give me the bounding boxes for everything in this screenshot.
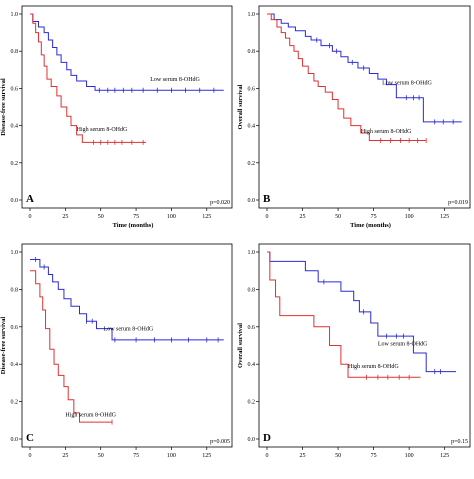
series-label-high: High serum 8-OHdG	[361, 129, 412, 135]
x-tick-label: 75	[371, 214, 377, 220]
plot-frame	[258, 243, 471, 448]
y-axis-title: Disease-free survival	[0, 317, 7, 375]
km-curve-high-serum	[267, 13, 427, 141]
y-tick-label: 0.8	[11, 49, 19, 55]
p-value: p=0.005	[210, 439, 230, 445]
x-tick-label: 0	[29, 453, 32, 459]
y-tick-label: 0.4	[248, 362, 256, 368]
x-tick-label: 25	[62, 214, 68, 220]
x-tick-label: 0	[266, 214, 269, 220]
km-curve-low-serum	[30, 13, 224, 91]
x-tick-label: 50	[335, 453, 341, 459]
km-panel-a: 0.0 0.2 0.4 0.6 0.8 1.0 0 25 50 75 100 125 Time (mon…	[0, 5, 233, 229]
x-tick-label: 125	[440, 214, 449, 220]
y-axis-title: Overall survival	[237, 84, 244, 129]
y-tick-label: 0.2	[11, 400, 19, 406]
x-tick-label: 0	[29, 214, 32, 220]
series-label-high: High serum 8-OHdG	[77, 127, 128, 133]
x-tick-label: 100	[167, 214, 176, 220]
y-tick-label: 1.0	[11, 250, 19, 256]
series-label-low: Low serum 8-OHdG	[378, 342, 428, 348]
y-tick-label: 0.8	[11, 287, 19, 293]
y-tick-label: 0.6	[248, 86, 256, 92]
panel-letter: A	[26, 193, 34, 205]
y-tick-label: 0.6	[11, 86, 19, 92]
panel-letter: D	[263, 432, 271, 444]
x-tick-label: 0	[266, 453, 269, 459]
plot-frame	[21, 5, 233, 209]
y-tick-label: 0.4	[248, 124, 256, 130]
panel-letter: C	[26, 432, 34, 444]
x-tick-label: 25	[62, 453, 68, 459]
x-tick-label: 100	[405, 214, 414, 220]
km-curve-low-serum	[30, 258, 224, 341]
p-value: p=0.019	[448, 200, 468, 206]
y-axis-title: Disease-free survival	[0, 78, 7, 136]
x-tick-label: 25	[300, 214, 306, 220]
y-axis-title: Overall survival	[237, 323, 244, 368]
series-label-low: Low serum 8-OHdG	[382, 81, 432, 87]
series-label-low: Low serum 8-OHdG	[104, 327, 154, 333]
x-tick-label: 75	[133, 214, 139, 220]
y-tick-label: 0.0	[248, 437, 256, 443]
y-tick-label: 1.0	[248, 250, 256, 256]
km-panel-c: 0.0 0.2 0.4 0.6 0.8 1.0 0 25 50 75 100 125 Disease-f…	[0, 243, 233, 459]
y-tick-label: 0.8	[248, 287, 256, 293]
plot-frame	[258, 5, 471, 209]
x-axis-title: Time (months)	[113, 222, 154, 229]
km-panel-b: 0.0 0.2 0.4 0.6 0.8 1.0 0 25 50 75 100 125 Time (mon…	[237, 5, 471, 229]
km-panel-d: 0.0 0.2 0.4 0.6 0.8 1.0 0 25 50 75 100 125 Overall s…	[237, 243, 471, 459]
x-tick-label: 75	[133, 453, 139, 459]
y-tick-label: 0.8	[248, 49, 256, 55]
series-label-high: High serum 8-OHdG	[348, 364, 399, 370]
km-curve-high-serum	[30, 270, 113, 423]
y-tick-label: 1.0	[248, 12, 256, 18]
x-tick-label: 100	[405, 453, 414, 459]
x-tick-label: 50	[98, 214, 104, 220]
y-tick-label: 0.6	[11, 325, 19, 331]
y-tick-label: 0.4	[11, 362, 19, 368]
x-tick-label: 125	[440, 453, 449, 459]
km-curve-low-serum	[267, 251, 457, 373]
km-curve-high-serum	[267, 251, 421, 378]
x-tick-label: 75	[371, 453, 377, 459]
p-value: p=0.020	[210, 200, 230, 206]
x-tick-label: 125	[202, 453, 211, 459]
y-tick-label: 0.0	[248, 198, 256, 204]
x-tick-label: 25	[300, 453, 306, 459]
p-value: p=0.15	[451, 439, 468, 445]
y-tick-label: 0.2	[11, 161, 19, 167]
y-tick-label: 0.2	[248, 400, 256, 406]
x-tick-label: 50	[98, 453, 104, 459]
x-axis-title: Time (months)	[350, 222, 391, 229]
km-curve-high-serum	[30, 13, 146, 143]
plot-frame	[21, 243, 233, 448]
series-label-low: Low serum 8-OHdG	[150, 77, 200, 83]
y-tick-label: 0.0	[11, 198, 19, 204]
km-curve-low-serum	[267, 13, 462, 123]
y-tick-label: 1.0	[11, 12, 19, 18]
y-tick-label: 0.0	[11, 437, 19, 443]
y-tick-label: 0.6	[248, 325, 256, 331]
series-label-high: High serum 8-OHdG	[65, 413, 116, 419]
panel-letter: B	[263, 193, 271, 205]
x-tick-label: 100	[167, 453, 176, 459]
x-tick-label: 50	[335, 214, 341, 220]
y-tick-label: 0.4	[11, 124, 19, 130]
y-tick-label: 0.2	[248, 161, 256, 167]
x-tick-label: 125	[202, 214, 211, 220]
